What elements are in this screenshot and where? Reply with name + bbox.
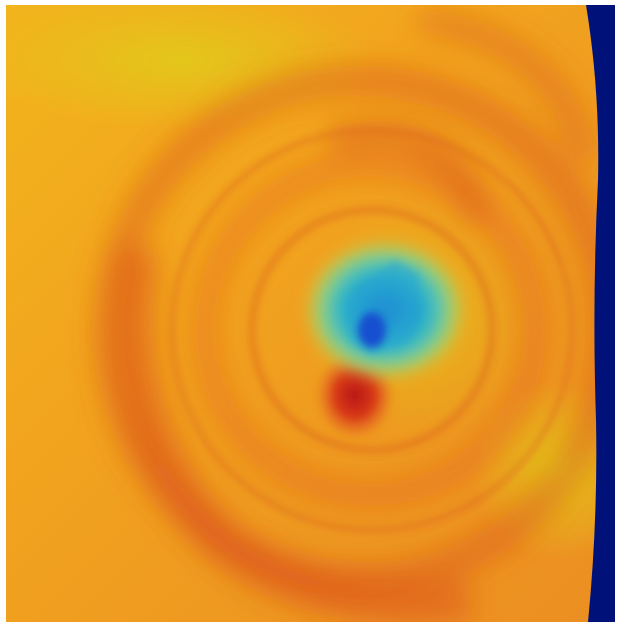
field-image: [0, 0, 621, 627]
page: [0, 0, 621, 627]
field: [0, 0, 621, 622]
blue-center: [358, 312, 386, 348]
